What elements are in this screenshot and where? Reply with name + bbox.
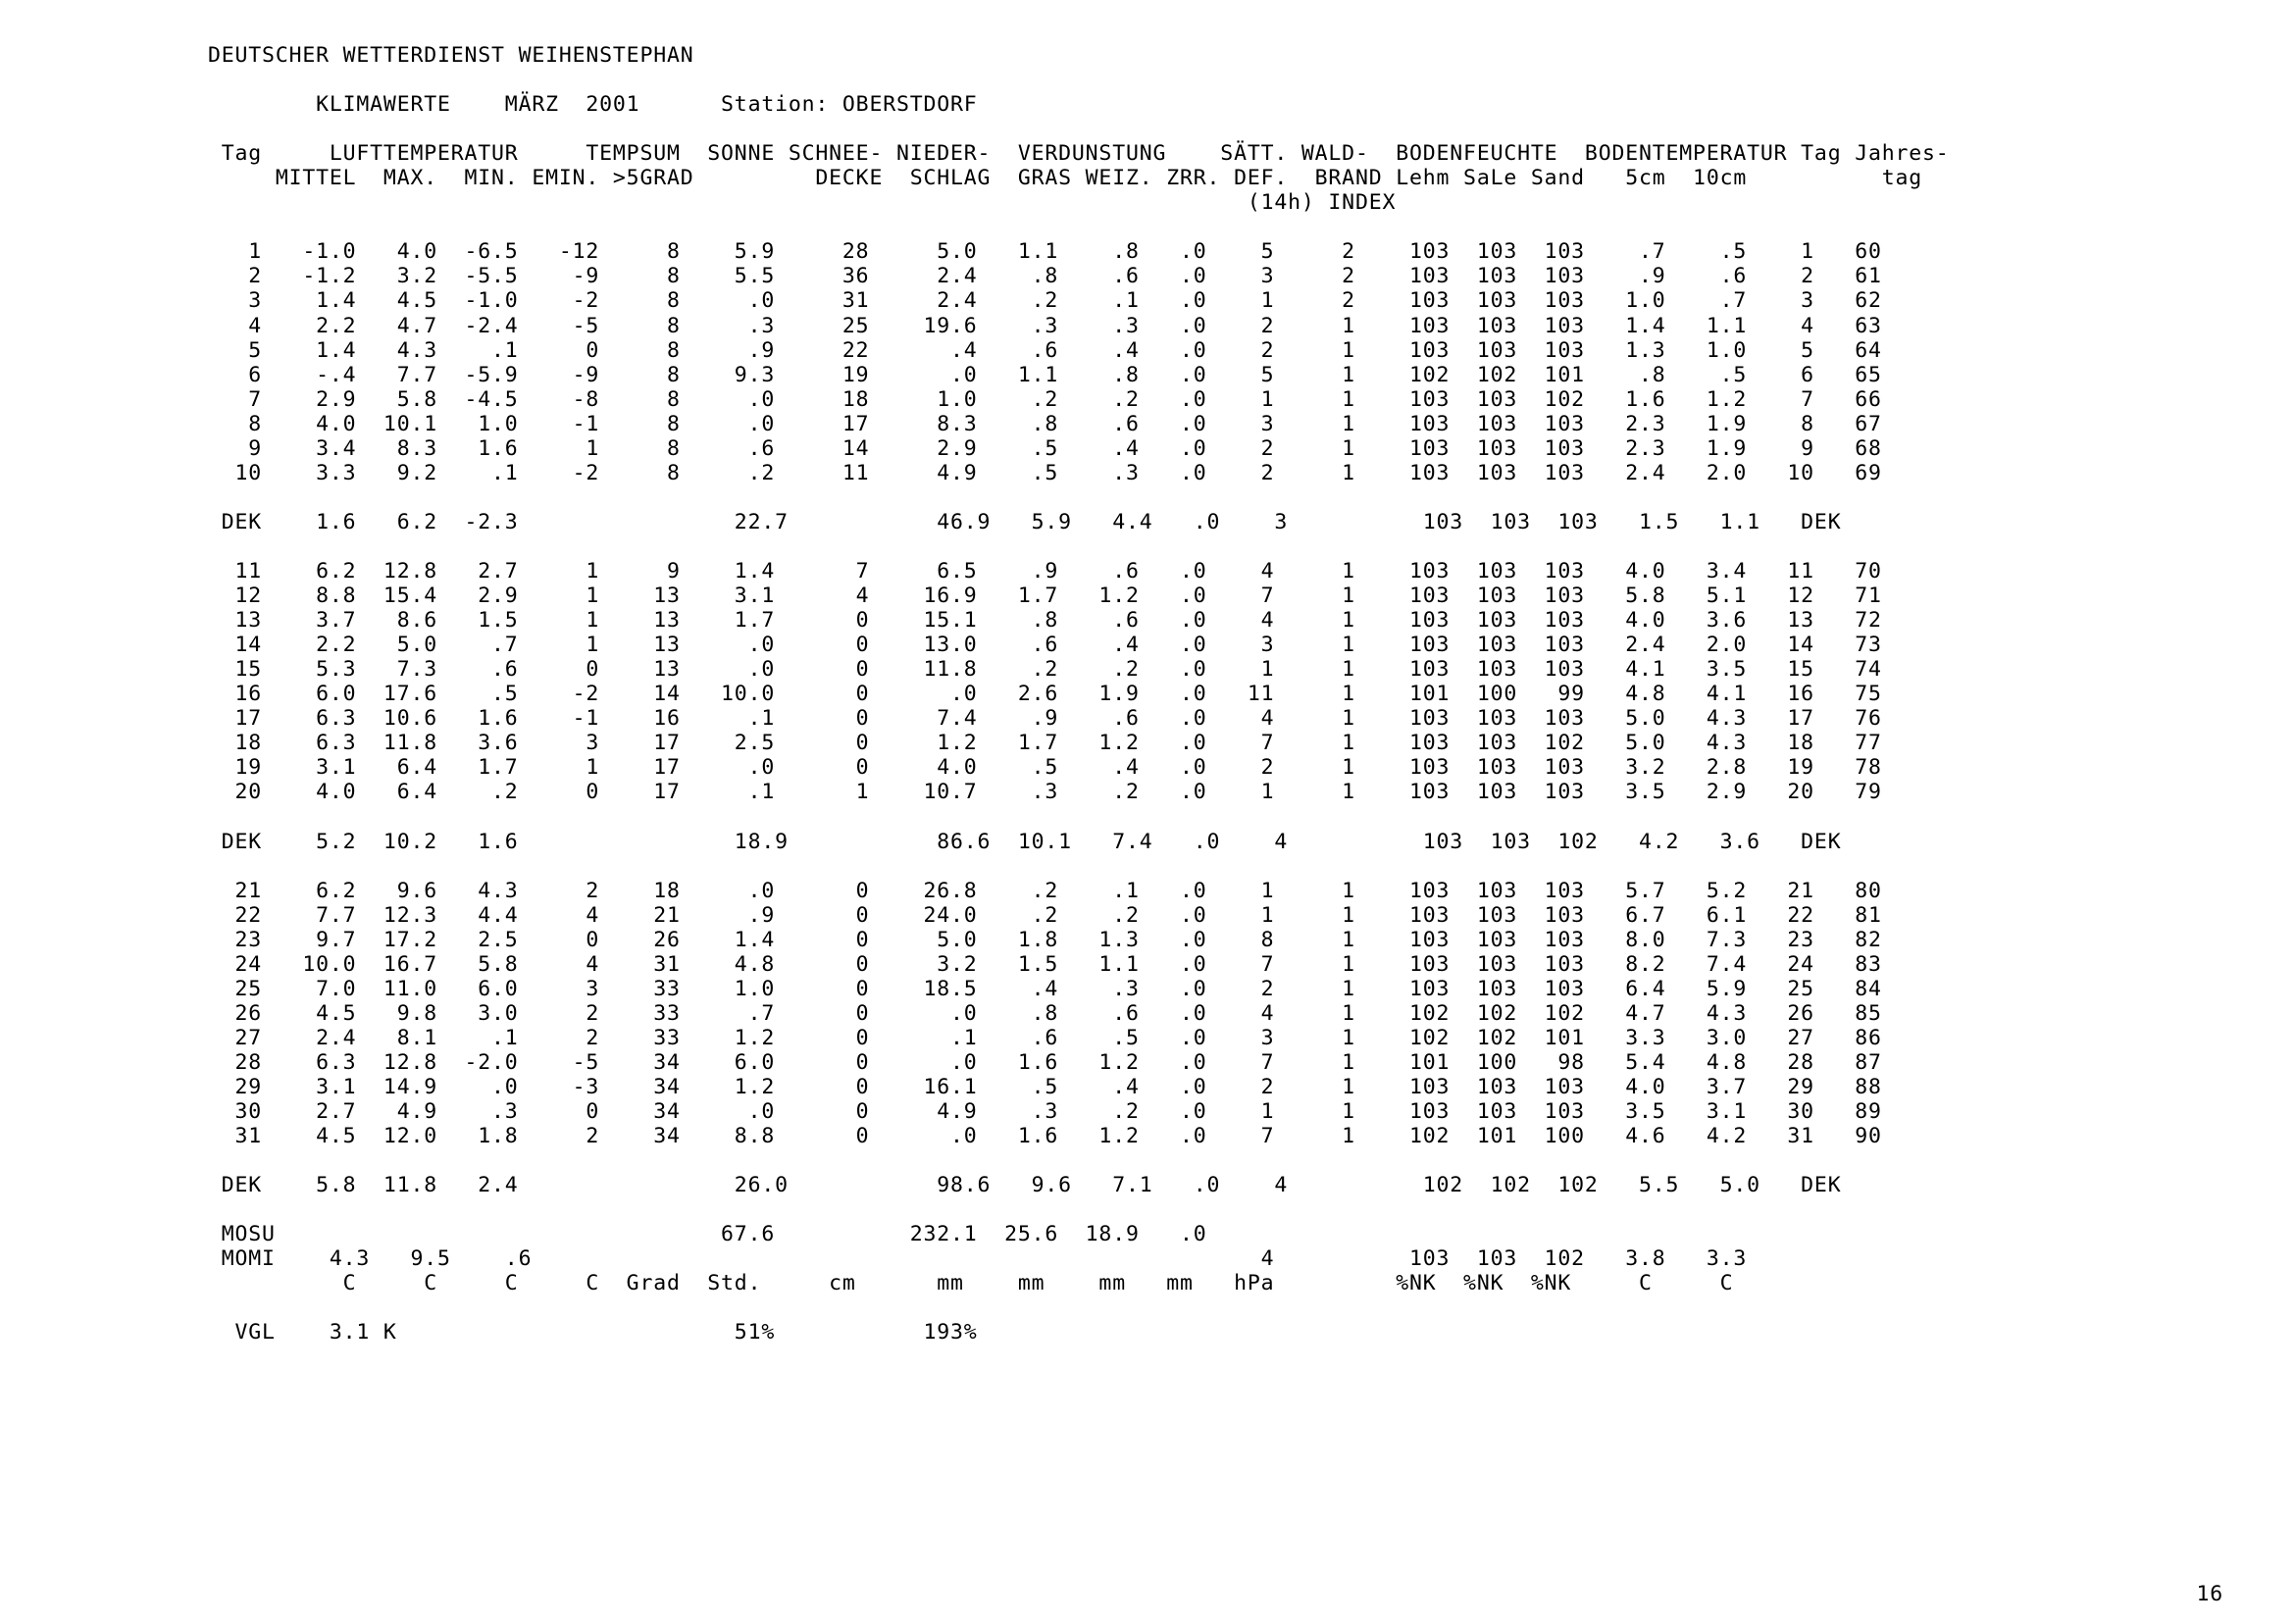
page-number: 16 bbox=[2196, 1582, 2223, 1606]
climate-report-text: DEUTSCHER WETTERDIENST WEIHENSTEPHAN KLI… bbox=[208, 43, 1950, 1345]
